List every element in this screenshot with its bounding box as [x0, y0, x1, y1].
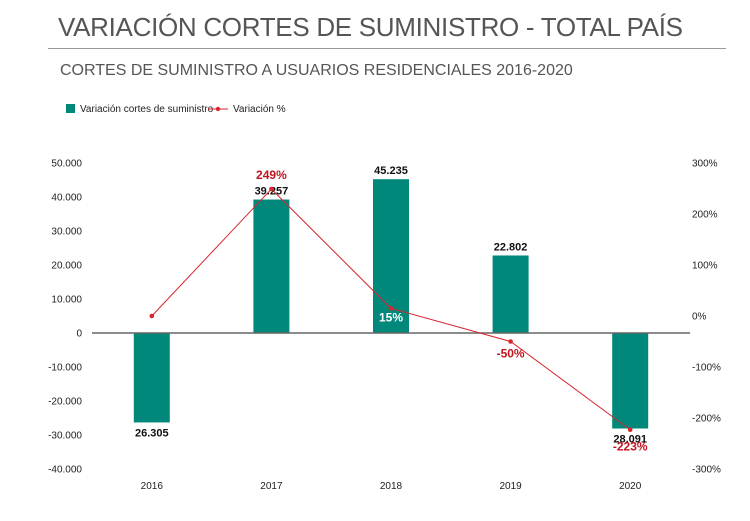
- line-point-2020: [627, 427, 633, 433]
- y-left-tick-label-2: 30.000: [51, 227, 82, 238]
- x-tick-label-2017: 2017: [260, 481, 283, 492]
- bar-value-label-2018: 45.235: [374, 165, 408, 177]
- line-value-label-2018: 15%: [379, 310, 403, 324]
- line-point-2016: [149, 313, 155, 319]
- y-left-tick-label-7: -20.000: [48, 397, 82, 408]
- y-right-tick-label-2: 100%: [692, 261, 718, 272]
- y-right-tick-label-5: -200%: [692, 414, 721, 425]
- x-tick-label-2019: 2019: [499, 481, 522, 492]
- line-value-label-2017: 249%: [256, 168, 287, 182]
- bar-2019: [492, 255, 529, 333]
- legend-line-marker: [215, 106, 221, 112]
- legend-bar-label: Variación cortes de suministro: [80, 104, 214, 115]
- y-right-tick-label-0: 300%: [692, 159, 718, 170]
- page-title: VARIACIÓN CORTES DE SUMINISTRO - TOTAL P…: [58, 12, 683, 42]
- y-left-tick-label-6: -10.000: [48, 363, 82, 374]
- bar-value-label-2017: 39.257: [255, 186, 289, 198]
- line-value-label-2019: -50%: [497, 347, 525, 361]
- x-tick-label-2020: 2020: [619, 481, 642, 492]
- y-right-tick-label-6: -300%: [692, 465, 721, 476]
- bar-2017: [253, 199, 290, 333]
- y-right-tick-label-1: 200%: [692, 210, 718, 221]
- y-left-tick-label-5: 0: [76, 329, 82, 340]
- x-tick-label-2016: 2016: [141, 481, 164, 492]
- bar-2020: [612, 333, 649, 429]
- y-right-tick-label-3: 0%: [692, 312, 707, 323]
- y-left-tick-label-3: 20.000: [51, 261, 82, 272]
- page-subtitle: CORTES DE SUMINISTRO A USUARIOS RESIDENC…: [60, 62, 573, 79]
- bar-value-label-2020: 28.091: [613, 434, 647, 446]
- x-tick-label-2018: 2018: [380, 481, 403, 492]
- title-divider: [48, 48, 726, 49]
- line-point-2018: [388, 306, 394, 311]
- legend-line-label: Variación %: [233, 104, 286, 115]
- y-left-tick-label-0: 50.000: [51, 159, 82, 170]
- y-left-tick-label-8: -30.000: [48, 431, 82, 442]
- y-left-tick-label-4: 10.000: [51, 295, 82, 306]
- y-left-tick-label-1: 40.000: [51, 193, 82, 204]
- line-point-2017: [269, 186, 274, 192]
- legend-bar-swatch: [66, 104, 75, 113]
- y-right-tick-label-4: -100%: [692, 363, 721, 374]
- bar-value-label-2016: 26.305: [135, 427, 169, 439]
- line-value-label-2020: -223%: [613, 440, 648, 454]
- line-point-2019: [508, 339, 513, 344]
- bar-value-label-2019: 22.802: [494, 241, 528, 253]
- y-left-tick-label-9: -40.000: [48, 465, 82, 476]
- bar-2016: [133, 333, 170, 423]
